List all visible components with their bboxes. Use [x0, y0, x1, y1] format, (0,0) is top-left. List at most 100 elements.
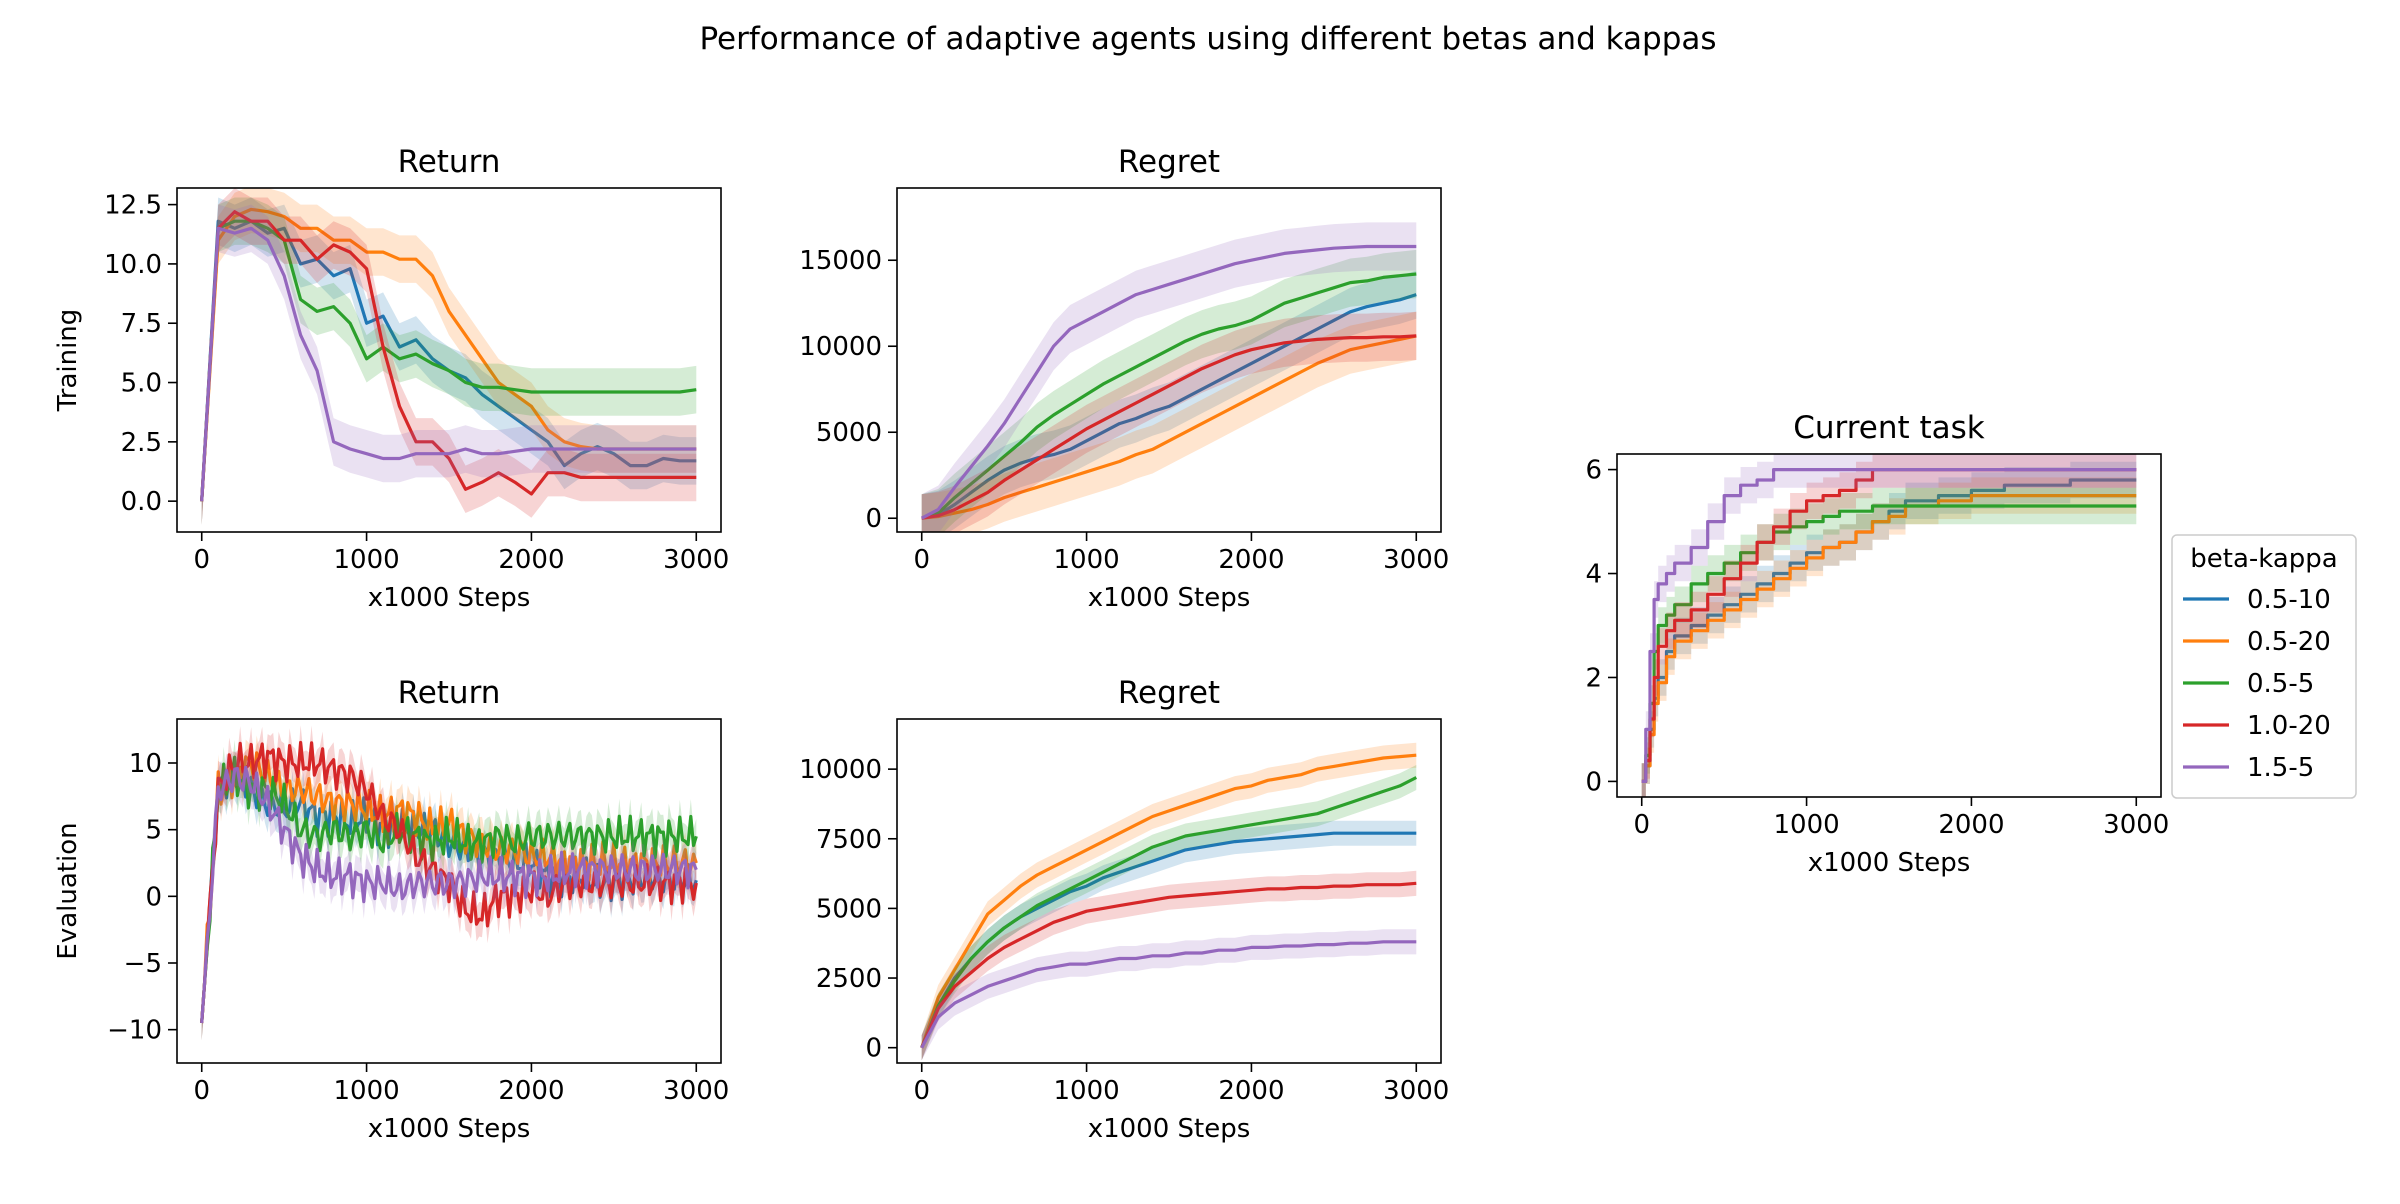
x-axis-label: x1000 Steps [1088, 583, 1251, 613]
panel-title: Regret [1118, 144, 1220, 180]
y-tick-label: 2.5 [121, 428, 162, 458]
y-tick-label: 10000 [799, 755, 882, 785]
series-band-0.5-5 [1641, 487, 2137, 797]
x-tick-label: 3000 [2103, 810, 2169, 840]
y-tick-label: 2500 [816, 964, 882, 994]
y-tick-label: 10000 [799, 332, 882, 362]
series-line-1.0-20 [200, 740, 698, 1024]
axes-frame [1616, 453, 2162, 798]
x-tick-label: 3000 [663, 545, 729, 575]
x-tick-label: 2000 [1938, 810, 2004, 840]
y-tick-label: 5000 [816, 894, 882, 924]
y-axis-label: Training [53, 309, 83, 413]
y-tick-label: 0 [145, 882, 162, 912]
x-tick-label: 2000 [498, 545, 564, 575]
x-axis-label: x1000 Steps [368, 1114, 531, 1144]
y-tick-label: 10.0 [104, 250, 162, 280]
legend-label-0.5-20: 0.5-20 [2247, 627, 2331, 657]
series-line-1.5-5 [920, 940, 1417, 1049]
series-band-0.5-5 [201, 739, 697, 1041]
series-band-0.5-20 [201, 735, 697, 1041]
legend-label-1.0-20: 1.0-20 [2247, 711, 2331, 741]
plot-area-eval_regret [920, 742, 1418, 1061]
series-line-1.5-5 [1641, 468, 2137, 784]
y-tick-label: 12.5 [104, 191, 162, 221]
panel-current_task: 0 1000 2000 3000 0 2 4 6 Current task x1000 Steps [1585, 410, 2169, 878]
series-band-1.5-5 [921, 929, 1417, 1061]
x-tick-label: 2000 [1218, 1076, 1284, 1106]
series-band-0.5-20 [1641, 477, 2137, 797]
series-line-0.5-5 [200, 755, 698, 1024]
panel-eval_return: 0 1000 2000 3000 −10 −5 0 5 10 Return x1000 Steps E… [53, 675, 729, 1144]
x-tick-label: 0 [913, 1076, 930, 1106]
y-tick-label: −10 [107, 1016, 162, 1046]
y-tick-label: 5 [145, 816, 162, 846]
y-tick-label: 4 [1585, 560, 1602, 590]
series-line-1.5-5 [200, 226, 697, 502]
y-tick-label: −5 [124, 949, 162, 979]
series-line-0.5-5 [920, 776, 1418, 1049]
y-axis-label: Evaluation [53, 822, 83, 959]
y-tick-label: 6 [1585, 456, 1602, 486]
panel-train_regret: 0 1000 2000 3000 0 5000 10000 15000 Regret x1000 … [799, 144, 1449, 613]
x-tick-label: 3000 [663, 1076, 729, 1106]
series-band-0.5-5 [921, 765, 1417, 1061]
series-line-0.5-20 [920, 753, 1417, 1049]
panels: 0 1000 2000 30000.02.55.07.510.012.5Returnx… [53, 144, 2169, 1144]
x-axis-label: x1000 Steps [368, 583, 531, 613]
y-tick-label: 0 [865, 1034, 882, 1064]
y-tick-label: 10 [129, 749, 162, 779]
series-band-1.5-5 [201, 750, 697, 1041]
legend-label-0.5-5: 0.5-5 [2247, 669, 2314, 699]
series-band-0.5-10 [921, 820, 1417, 1061]
series-line-1.0-20 [921, 334, 1417, 520]
y-tick-label: 7.5 [121, 309, 162, 339]
x-tick-label: 0 [193, 1076, 210, 1106]
series-band-1.0-20 [921, 870, 1417, 1061]
series-band-0.5-20 [921, 311, 1417, 532]
x-tick-label: 1000 [1053, 545, 1119, 575]
x-tick-label: 1000 [1053, 1076, 1119, 1106]
x-tick-label: 0 [913, 545, 930, 575]
series-line-1.5-5 [200, 765, 698, 1024]
y-tick-label: 5000 [816, 418, 882, 448]
y-tick-label: 0 [865, 504, 882, 534]
series-band-1.0-20 [921, 311, 1417, 532]
series-band-1.0-20 [201, 188, 697, 525]
plot-area-current_task [1641, 454, 2137, 797]
y-tick-label: 0 [1585, 767, 1602, 797]
plot-area-train_regret [920, 222, 1417, 532]
series-line-0.5-20 [921, 334, 1417, 520]
legend-frame [2171, 534, 2357, 799]
x-tick-label: 3000 [1383, 1076, 1449, 1106]
legend-title: beta-kappa [2190, 544, 2337, 574]
series-band-0.5-5 [921, 249, 1417, 532]
axes-frame [896, 187, 1442, 533]
series-band-0.5-5 [201, 197, 697, 525]
panel-title: Return [398, 675, 501, 711]
x-tick-label: 1000 [1773, 810, 1839, 840]
y-tick-label: 7500 [816, 825, 882, 855]
series-band-0.5-10 [921, 270, 1417, 532]
y-tick-label: 2 [1585, 663, 1602, 693]
series-line-0.5-10 [921, 293, 1417, 520]
legend-label-1.5-5: 1.5-5 [2247, 753, 2314, 783]
x-tick-label: 0 [1633, 810, 1650, 840]
series-band-0.5-20 [201, 188, 697, 525]
y-tick-label: 5.0 [121, 369, 162, 399]
x-axis-label: x1000 Steps [1808, 848, 1971, 878]
series-band-1.0-20 [1641, 454, 2137, 797]
plot-area-eval_return [200, 725, 698, 1041]
panel-title: Current task [1793, 410, 1985, 446]
panel-title: Regret [1118, 675, 1220, 711]
x-tick-label: 1000 [333, 1076, 399, 1106]
plot-area-train_return [200, 188, 697, 525]
series-line-0.5-5 [1641, 504, 2137, 784]
x-tick-label: 3000 [1383, 545, 1449, 575]
panel-train_return: 0 1000 2000 3000 0.0 2.5 5.0 7.5 10.0 12.5 Return x… [53, 144, 729, 613]
x-axis-label: x1000 Steps [1088, 1114, 1251, 1144]
panel-eval_regret: 0 1000 2000 3000 0 2500 5000 7500 10000 Regret x10… [799, 675, 1449, 1144]
series-band-0.5-20 [921, 742, 1417, 1061]
